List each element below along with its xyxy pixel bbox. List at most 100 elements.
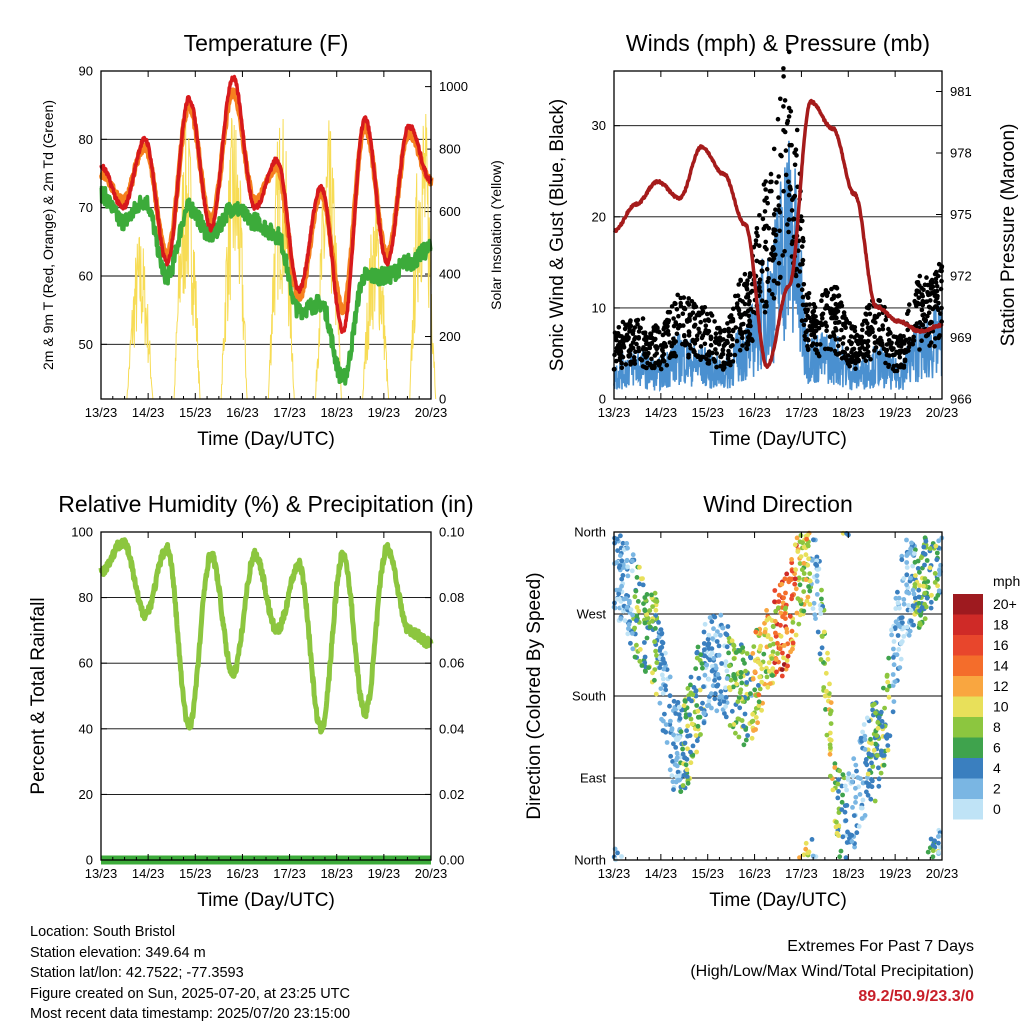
direction-point: [751, 644, 757, 649]
direction-point: [753, 715, 759, 720]
direction-point: [659, 639, 665, 645]
direction-point: [851, 756, 857, 762]
direction-point: [792, 581, 798, 587]
direction-point: [684, 728, 689, 734]
direction-point: [759, 679, 765, 685]
gust-point: [732, 352, 738, 358]
direction-point: [890, 709, 896, 715]
direction-point: [690, 743, 696, 749]
gust-point: [710, 350, 715, 356]
gust-point: [642, 365, 648, 370]
direction-point: [741, 723, 746, 729]
direction-point: [657, 665, 663, 671]
direction-point: [817, 651, 823, 657]
gust-point: [766, 225, 772, 231]
direction-point: [876, 765, 881, 771]
gust-point: [783, 148, 789, 153]
gust-point: [744, 346, 749, 351]
gust-point: [792, 150, 797, 155]
gust-point: [697, 330, 702, 335]
direction-point: [925, 849, 931, 855]
direction-point: [675, 769, 681, 775]
gust-point: [776, 203, 782, 208]
gust-point: [872, 348, 877, 353]
gust-point: [705, 331, 710, 336]
direction-point: [929, 592, 934, 598]
gust-point: [879, 338, 884, 344]
direction-point: [755, 720, 760, 726]
gust-point: [748, 272, 753, 278]
gust-point: [800, 235, 806, 241]
direction-point: [635, 599, 641, 604]
direction-point: [810, 853, 816, 859]
direction-point: [801, 544, 807, 550]
direction-point: [936, 834, 941, 839]
gust-point: [917, 273, 923, 279]
direction-point: [748, 691, 753, 696]
direction-point: [922, 601, 927, 607]
direction-point: [852, 844, 857, 850]
direction-point: [624, 557, 630, 563]
direction-point: [714, 639, 720, 644]
gust-point: [842, 355, 848, 361]
direction-point: [827, 751, 833, 757]
winds-title: Winds (mph) & Pressure (mb): [626, 30, 930, 56]
gust-point: [742, 271, 748, 277]
gust-point: [703, 323, 709, 329]
direction-point: [680, 746, 685, 752]
gust-point: [674, 331, 680, 337]
gust-point: [694, 312, 700, 318]
direction-point: [788, 577, 794, 583]
gust-point: [816, 320, 822, 326]
direction-point: [716, 652, 722, 658]
gust-point: [713, 347, 718, 352]
gust-point: [618, 349, 624, 355]
gust-point: [717, 330, 723, 335]
direction-point: [650, 670, 655, 676]
direction-point: [912, 582, 918, 587]
gust-point: [627, 325, 632, 331]
legend-swatch: [953, 758, 983, 779]
direction-point: [811, 537, 816, 543]
direction-point: [701, 641, 707, 646]
direction-point: [653, 626, 658, 631]
direction-point: [916, 587, 922, 593]
gust-point: [727, 314, 732, 320]
gust-point: [773, 238, 778, 244]
gust-point: [745, 278, 750, 283]
direction-point: [777, 646, 783, 652]
gust-point: [681, 295, 687, 300]
direction-point: [661, 666, 667, 672]
gust-point: [771, 278, 777, 284]
gust-point: [745, 329, 751, 334]
gust-point: [809, 332, 814, 338]
direction-point: [695, 723, 701, 729]
gust-point: [831, 311, 837, 316]
gust-point: [883, 317, 889, 323]
gust-point: [754, 226, 760, 231]
direction-point: [701, 710, 707, 716]
sonic-wind-line: [613, 140, 943, 393]
gust-point: [789, 142, 794, 148]
direction-point: [856, 824, 862, 829]
direction-point: [884, 674, 890, 679]
direction-point: [806, 584, 811, 589]
temperature-xtick-label: 13/23: [85, 405, 118, 420]
direction-point: [918, 555, 924, 561]
gust-point: [745, 323, 751, 329]
direction-point: [659, 631, 664, 637]
direction-point: [792, 542, 798, 548]
gust-point: [669, 304, 675, 309]
gust-point: [786, 114, 792, 119]
gust-point: [853, 360, 858, 366]
direction-point: [895, 589, 900, 595]
temperature-xtick-label: 20/23: [415, 405, 448, 420]
direction-point: [930, 842, 936, 848]
humidity-xtick-label: 13/23: [85, 866, 118, 881]
direction-point: [685, 780, 691, 786]
direction-point: [912, 595, 918, 601]
direction-point: [748, 654, 753, 660]
humidity-ytick-right-label: 0.02: [439, 787, 464, 802]
direction-point: [668, 753, 674, 759]
gust-point: [619, 360, 624, 366]
